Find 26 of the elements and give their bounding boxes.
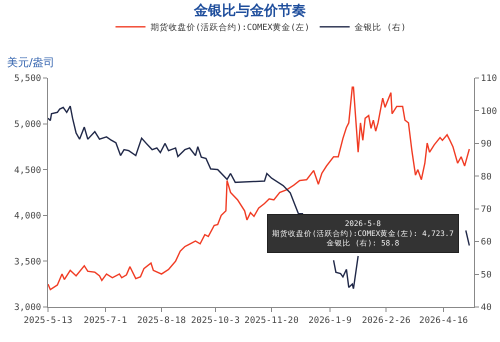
y2-tick-label: 40 xyxy=(480,303,492,314)
legend-label: 金银比 (右) xyxy=(354,22,406,34)
x-tick-label: 2026-4-16 xyxy=(419,316,468,326)
y2-tick-label: 90 xyxy=(480,140,492,150)
y2-tick-label: 70 xyxy=(480,205,492,216)
y2-tick-label: 50 xyxy=(480,270,492,280)
y-tick-label: 3,500 xyxy=(14,257,42,268)
x-tick-label: 2025-7-1 xyxy=(84,316,128,326)
x-tick-label: 2026-1-9 xyxy=(308,316,352,326)
y-tick-label: 3,000 xyxy=(14,303,42,314)
y-tick-label: 4,000 xyxy=(14,212,42,222)
y2-tick-label: 100 xyxy=(480,106,498,117)
y-tick-label: 4,500 xyxy=(14,166,42,176)
x-tick-label: 2026-2-26 xyxy=(362,316,411,326)
y2-tick-label: 80 xyxy=(480,172,492,182)
y-tick-label: 5,500 xyxy=(14,74,42,84)
y-tick-label: 5,000 xyxy=(14,120,42,130)
x-tick-label: 2025-10-3 xyxy=(190,316,240,326)
y-axis-title: 美元/盎司 xyxy=(7,56,55,69)
x-tick-label: 2025-11-20 xyxy=(244,316,299,326)
legend-label: 期货收盘价(活跃合约):COMEX黄金(左) xyxy=(150,22,310,34)
x-tick-label: 2025-8-18 xyxy=(137,316,186,326)
y2-tick-label: 60 xyxy=(480,238,492,248)
x-tick-label: 2025-5-13 xyxy=(24,316,72,326)
chart-title: 金银比与金价节奏 xyxy=(193,2,306,19)
y2-tick-label: 110 xyxy=(480,74,498,84)
